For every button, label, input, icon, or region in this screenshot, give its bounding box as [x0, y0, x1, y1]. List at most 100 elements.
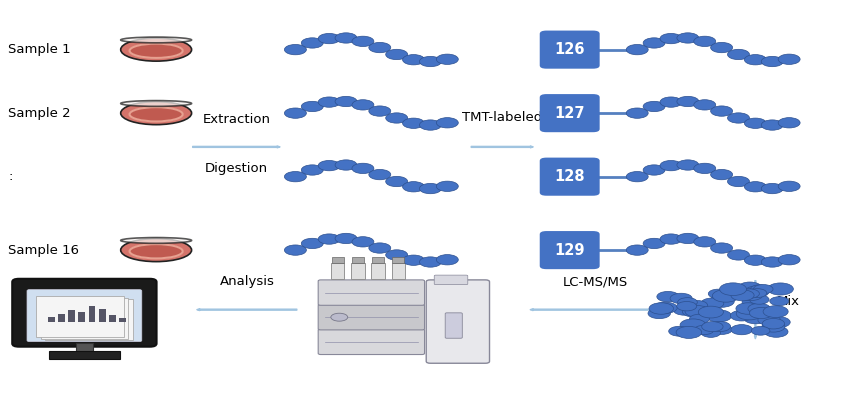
Circle shape [762, 318, 785, 328]
Circle shape [711, 243, 733, 253]
Circle shape [318, 234, 340, 244]
Circle shape [419, 56, 441, 67]
Circle shape [369, 42, 391, 53]
FancyBboxPatch shape [318, 280, 425, 305]
Bar [36, 296, 124, 337]
Ellipse shape [121, 237, 192, 243]
Circle shape [762, 318, 785, 329]
Circle shape [318, 160, 340, 171]
Circle shape [660, 160, 682, 171]
Bar [41, 298, 128, 339]
FancyBboxPatch shape [446, 313, 463, 338]
Circle shape [301, 165, 323, 175]
Circle shape [674, 305, 695, 315]
Bar [99, 309, 106, 322]
Circle shape [643, 165, 665, 175]
Circle shape [660, 33, 682, 44]
Circle shape [744, 286, 769, 297]
Ellipse shape [121, 37, 192, 43]
Circle shape [711, 325, 733, 334]
Circle shape [677, 96, 699, 107]
Circle shape [677, 160, 699, 170]
Circle shape [677, 33, 699, 43]
Circle shape [731, 290, 754, 301]
Circle shape [754, 285, 773, 294]
Circle shape [690, 314, 709, 324]
Circle shape [687, 301, 708, 310]
Bar [392, 263, 405, 279]
Circle shape [301, 101, 323, 112]
Circle shape [778, 181, 800, 191]
Circle shape [770, 297, 789, 306]
Circle shape [701, 298, 724, 309]
Circle shape [694, 163, 716, 173]
Circle shape [763, 306, 788, 318]
Circle shape [335, 96, 357, 107]
Circle shape [711, 170, 733, 180]
Circle shape [709, 295, 734, 307]
Bar [45, 299, 133, 340]
Circle shape [436, 54, 458, 64]
Text: TMT-labeled: TMT-labeled [462, 111, 543, 123]
FancyBboxPatch shape [540, 94, 600, 132]
Circle shape [419, 183, 441, 194]
Bar [331, 263, 344, 279]
Circle shape [369, 170, 391, 180]
Circle shape [694, 36, 716, 46]
Text: Sample 2: Sample 2 [8, 107, 71, 119]
Circle shape [706, 310, 732, 322]
FancyBboxPatch shape [434, 275, 468, 285]
Circle shape [712, 289, 739, 302]
Circle shape [648, 308, 670, 319]
Circle shape [749, 307, 773, 318]
Circle shape [685, 306, 710, 317]
Circle shape [720, 283, 747, 295]
Text: Analysis: Analysis [219, 276, 274, 288]
Ellipse shape [121, 38, 192, 61]
Ellipse shape [129, 107, 183, 121]
Text: 128: 128 [555, 169, 585, 184]
Circle shape [626, 44, 648, 55]
Text: 129: 129 [555, 243, 585, 258]
Circle shape [761, 56, 783, 67]
Circle shape [352, 36, 374, 46]
Circle shape [369, 106, 391, 116]
Circle shape [626, 245, 648, 255]
Bar [332, 257, 344, 263]
Circle shape [678, 298, 697, 307]
Circle shape [751, 326, 770, 335]
Circle shape [677, 301, 696, 311]
Circle shape [709, 322, 731, 331]
Circle shape [643, 38, 665, 48]
Bar [68, 310, 75, 322]
Circle shape [284, 172, 306, 182]
FancyBboxPatch shape [540, 231, 600, 269]
Circle shape [731, 325, 753, 335]
Circle shape [352, 163, 374, 173]
Circle shape [386, 250, 408, 260]
Circle shape [657, 291, 679, 302]
Circle shape [768, 283, 793, 295]
Ellipse shape [121, 102, 192, 125]
Circle shape [750, 285, 769, 294]
Bar [109, 315, 116, 322]
Circle shape [677, 233, 699, 244]
Text: 127: 127 [555, 106, 585, 121]
Bar [371, 263, 385, 279]
Circle shape [660, 234, 682, 244]
Circle shape [680, 319, 706, 331]
Circle shape [694, 325, 714, 335]
Circle shape [683, 307, 704, 317]
Circle shape [728, 176, 749, 187]
Circle shape [761, 120, 783, 130]
Circle shape [649, 303, 674, 314]
Circle shape [778, 118, 800, 128]
Circle shape [403, 255, 425, 265]
Circle shape [744, 313, 767, 324]
Circle shape [761, 257, 783, 267]
Circle shape [730, 310, 753, 321]
Circle shape [749, 295, 769, 304]
FancyBboxPatch shape [540, 31, 600, 69]
Circle shape [765, 326, 788, 337]
Circle shape [736, 303, 760, 314]
